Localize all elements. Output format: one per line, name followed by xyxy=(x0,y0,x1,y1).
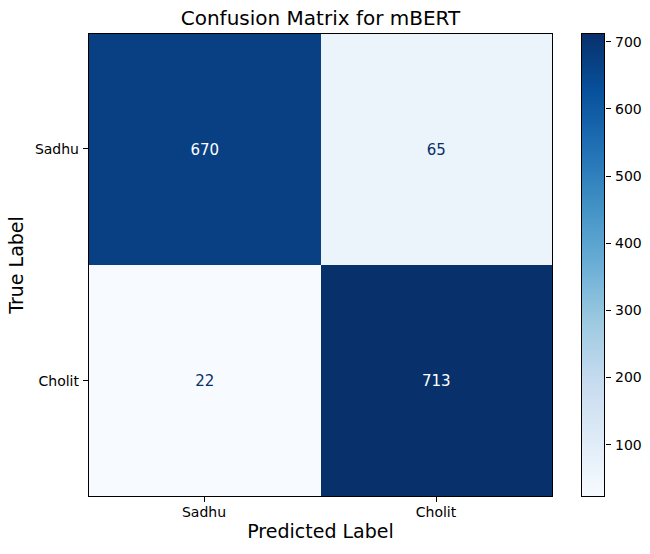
colorbar-tick-label: 300 xyxy=(615,301,642,319)
x-axis-label: Predicted Label xyxy=(88,520,553,542)
colorbar-tick-label: 400 xyxy=(615,234,642,252)
colorbar xyxy=(581,33,605,497)
colorbar-tick-mark xyxy=(606,176,611,177)
heatmap-plot-area: 670 65 22 713 xyxy=(88,33,553,497)
colorbar-tick-label: 700 xyxy=(615,33,642,51)
colorbar-tick-label: 600 xyxy=(615,100,642,118)
y-tick-mark xyxy=(83,380,88,381)
y-tick-mark xyxy=(83,148,88,149)
x-tick-mark xyxy=(436,497,437,502)
colorbar-tick-mark xyxy=(606,310,611,311)
cell-value: 713 xyxy=(422,372,451,390)
matrix-cell-true-cholit-pred-cholit: 713 xyxy=(321,265,553,496)
colorbar-tick-label: 100 xyxy=(615,436,642,454)
colorbar-tick-mark xyxy=(606,243,611,244)
chart-title: Confusion Matrix for mBERT xyxy=(88,5,553,31)
x-tick-label-cholit: Cholit xyxy=(376,503,496,521)
colorbar-tick-label: 200 xyxy=(615,368,642,386)
y-tick-label-cholit: Cholit xyxy=(0,372,79,390)
colorbar-tick-mark xyxy=(606,444,611,445)
x-tick-mark xyxy=(204,497,205,502)
cell-value: 65 xyxy=(427,141,446,159)
x-tick-label-sadhu: Sadhu xyxy=(144,503,264,521)
colorbar-tick-mark xyxy=(606,108,611,109)
y-tick-label-sadhu: Sadhu xyxy=(0,140,79,158)
matrix-cell-true-sadhu-pred-sadhu: 670 xyxy=(89,34,321,265)
y-axis-label: True Label xyxy=(5,216,27,314)
colorbar-tick-mark xyxy=(606,41,611,42)
colorbar-tick-label: 500 xyxy=(615,167,642,185)
confusion-matrix-figure: Confusion Matrix for mBERT 670 65 22 713… xyxy=(0,0,650,554)
cell-value: 22 xyxy=(195,372,214,390)
matrix-cell-true-cholit-pred-sadhu: 22 xyxy=(89,265,321,496)
matrix-cell-true-sadhu-pred-cholit: 65 xyxy=(321,34,553,265)
cell-value: 670 xyxy=(190,141,219,159)
colorbar-tick-mark xyxy=(606,377,611,378)
